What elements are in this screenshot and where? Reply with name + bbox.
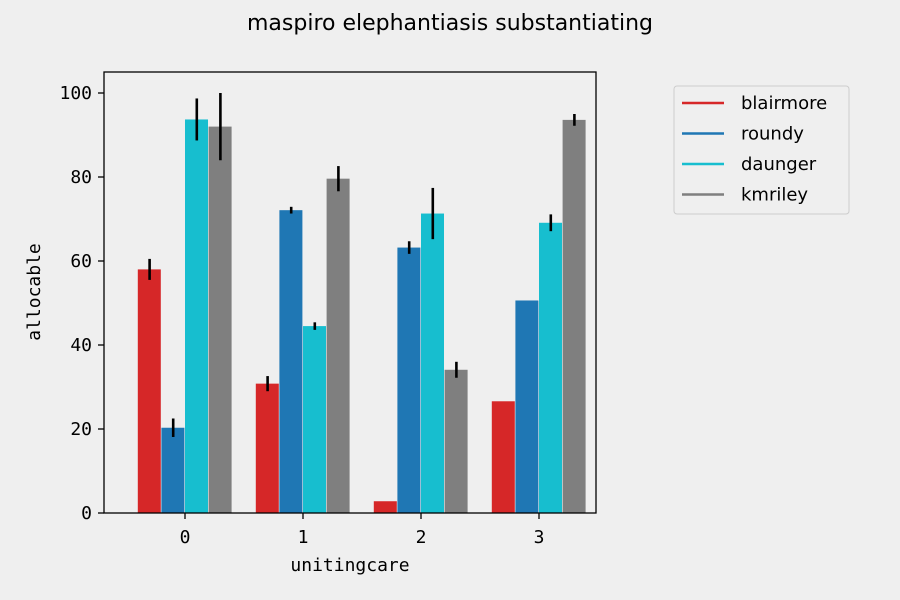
bar-daunger-3 xyxy=(539,222,562,513)
y-axis-label: allocable xyxy=(24,243,45,341)
legend-label-kmriley: kmriley xyxy=(741,185,808,206)
y-tick-label: 100 xyxy=(59,83,92,104)
legend-label-daunger: daunger xyxy=(741,154,817,175)
chart-title: maspiro elephantiasis substantiating xyxy=(247,11,653,36)
y-tick-label: 40 xyxy=(70,335,92,356)
bar-daunger-1 xyxy=(303,326,326,513)
bar-daunger-0 xyxy=(185,119,208,514)
x-axis-label: unitingcare xyxy=(290,555,409,576)
x-tick-label: 2 xyxy=(416,527,427,548)
x-tick-label: 3 xyxy=(534,527,545,548)
bar-kmriley-3 xyxy=(562,119,586,513)
x-tick-label: 0 xyxy=(180,527,191,548)
error-bars-layer xyxy=(148,93,576,437)
y-tick-label: 80 xyxy=(70,167,92,188)
legend: blairmore roundy daunger kmriley xyxy=(673,85,850,215)
plot-frame xyxy=(103,71,597,514)
x-tick-label: 1 xyxy=(298,527,309,548)
bar-blairmore-0 xyxy=(137,269,161,513)
bar-kmriley-2 xyxy=(444,369,468,513)
bar-roundy-2 xyxy=(397,247,421,513)
bar-blairmore-3 xyxy=(491,401,515,513)
legend-label-roundy: roundy xyxy=(741,124,804,145)
bars-layer xyxy=(137,119,586,514)
legend-label-blairmore: blairmore xyxy=(741,93,827,114)
bar-blairmore-2 xyxy=(373,501,397,513)
bar-blairmore-1 xyxy=(255,383,279,513)
y-tick-label: 20 xyxy=(70,419,92,440)
bar-kmriley-1 xyxy=(326,178,350,513)
bar-roundy-3 xyxy=(515,300,539,513)
bar-daunger-2 xyxy=(421,213,444,514)
y-axis: 0 20 40 60 80 100 xyxy=(59,83,104,524)
bar-kmriley-0 xyxy=(208,126,232,513)
y-tick-label: 0 xyxy=(81,503,92,524)
bar-roundy-0 xyxy=(161,427,185,513)
x-axis: 0 1 2 3 xyxy=(180,513,545,548)
bar-roundy-1 xyxy=(279,210,303,513)
legend-box xyxy=(673,85,850,215)
y-tick-label: 60 xyxy=(70,251,92,272)
